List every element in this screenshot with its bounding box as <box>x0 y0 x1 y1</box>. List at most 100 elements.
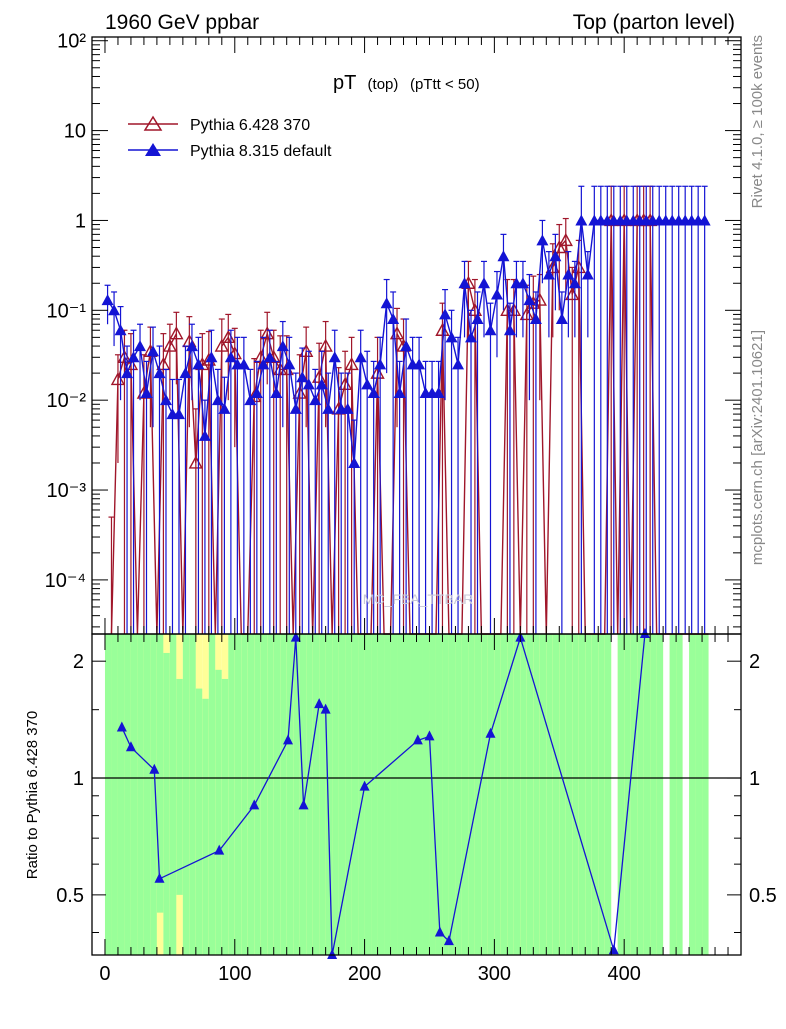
band-inner-bin <box>468 634 475 955</box>
data-point-pythia8 <box>159 394 172 406</box>
main-y-tick-label: 10⁻¹ <box>47 300 87 322</box>
ratio-point-pythia8 <box>298 799 309 810</box>
ratio-point-pythia8 <box>443 935 454 946</box>
ratio-y-tick-label: 0.5 <box>56 885 84 907</box>
band-inner-bin <box>494 634 501 955</box>
band-inner-bin <box>422 634 430 955</box>
main-y-tick-label: 1 <box>75 210 86 232</box>
data-point-pythia6 <box>318 338 333 352</box>
data-point-pythia8 <box>400 340 413 352</box>
data-point-pythia8 <box>257 358 270 370</box>
legend-label-pythia6: Pythia 6.428 370 <box>190 117 310 134</box>
data-point-pythia8 <box>276 340 289 352</box>
data-point-pythia8 <box>458 277 471 289</box>
band-inner-bin <box>507 634 514 955</box>
data-point-pythia8 <box>341 402 354 414</box>
data-point-pythia8 <box>490 288 503 300</box>
data-point-pythia6 <box>558 232 573 247</box>
band-inner-bin <box>539 634 547 955</box>
ratio-point-pythia8 <box>116 721 127 732</box>
data-point-pythia8 <box>354 351 367 363</box>
data-point-pythia8 <box>536 234 549 246</box>
band-inner-bin <box>286 634 294 955</box>
legend-label-pythia8: Pythia 8.315 default <box>190 143 332 160</box>
data-point-pythia6 <box>344 356 359 371</box>
band-inner-bin <box>397 634 404 955</box>
band-inner-bin <box>202 698 209 955</box>
data-point-pythia6 <box>162 338 178 352</box>
rivet-label: Rivet 4.1.0, ≥ 100k events <box>749 35 766 208</box>
band-inner-bin <box>650 634 657 955</box>
data-point-pythia8 <box>516 277 529 289</box>
band-inner-bin <box>578 634 586 955</box>
data-point-pythia8 <box>581 268 594 280</box>
data-point-pythia8 <box>503 324 516 336</box>
data-point-pythia6 <box>552 240 567 254</box>
band-inner-bin <box>403 634 411 955</box>
main-y-tick-label: 10⁻³ <box>47 480 87 502</box>
band-inner-bin <box>312 634 320 955</box>
data-point-pythia8 <box>380 297 393 309</box>
data-point-pythia8 <box>101 294 114 306</box>
band-inner-bin <box>604 634 612 955</box>
data-point-pythia8 <box>432 387 445 399</box>
x-tick-label: 200 <box>348 963 381 985</box>
data-point-pythia8 <box>484 324 497 336</box>
data-point-pythia8 <box>172 408 185 420</box>
band-inner-bin <box>598 634 605 955</box>
ratio-y-tick-label-right: 1 <box>749 768 760 790</box>
data-point-pythia8 <box>322 402 335 414</box>
band-inner-bin <box>689 634 696 955</box>
data-point-pythia8 <box>263 351 276 363</box>
band-inner-bin <box>176 678 183 895</box>
ratio-point-pythia8 <box>412 734 423 745</box>
band-inner-bin <box>234 634 242 955</box>
ratio-point-pythia8 <box>639 628 650 638</box>
data-point-pythia8 <box>445 331 458 343</box>
data-point-pythia8 <box>477 277 490 289</box>
chart-title-rest: (pTtt < 50) <box>410 76 480 93</box>
ratio-point-pythia8 <box>359 780 370 791</box>
ratio-point-pythia8 <box>214 844 225 855</box>
ratio-point-pythia8 <box>485 727 496 738</box>
band-inner-bin <box>676 634 683 955</box>
header-right: Top (parton level) <box>573 11 735 34</box>
band-inner-bin <box>371 634 378 955</box>
band-inner-bin <box>254 634 261 955</box>
data-point-pythia6 <box>532 292 547 306</box>
ratio-point-pythia8 <box>327 949 338 959</box>
band-inner-bin <box>448 634 456 955</box>
data-point-pythia8 <box>296 371 309 383</box>
series-line-pythia6 <box>110 219 709 635</box>
data-point-pythia8 <box>218 402 231 414</box>
data-point-pythia8 <box>250 387 263 399</box>
band-inner-bin <box>624 634 631 955</box>
band-inner-bin <box>104 634 112 955</box>
band-inner-bin <box>410 634 417 955</box>
band-inner-bin <box>221 678 229 955</box>
band-inner-bin <box>137 634 144 955</box>
mcplots-label: mcplots.cern.ch [arXiv:2401.10621] <box>749 330 766 565</box>
ratio-point-pythia8 <box>320 703 331 714</box>
band-inner-bin <box>487 634 495 955</box>
band-inner-bin <box>130 634 138 955</box>
data-point-pythia6 <box>214 338 229 352</box>
data-point-pythia8 <box>555 313 568 325</box>
ratio-point-pythia8 <box>424 730 435 741</box>
ratio-y-axis-label: Ratio to Pythia 6.428 370 <box>24 711 41 879</box>
band-inner-bin <box>124 634 131 955</box>
data-point-pythia8 <box>108 304 121 316</box>
band-inner-bin <box>461 634 469 955</box>
band-inner-bin <box>591 634 599 955</box>
header-left: 1960 GeV ppbar <box>105 11 259 34</box>
data-point-pythia8 <box>315 378 328 390</box>
ratio-point-pythia8 <box>249 799 260 810</box>
data-point-pythia8 <box>361 378 374 390</box>
band-inner-bin <box>332 634 339 955</box>
band-inner-bin <box>695 634 703 955</box>
band-inner-bin <box>442 634 449 955</box>
chart-title-main: pT <box>333 72 356 94</box>
data-point-pythia8 <box>374 358 387 370</box>
